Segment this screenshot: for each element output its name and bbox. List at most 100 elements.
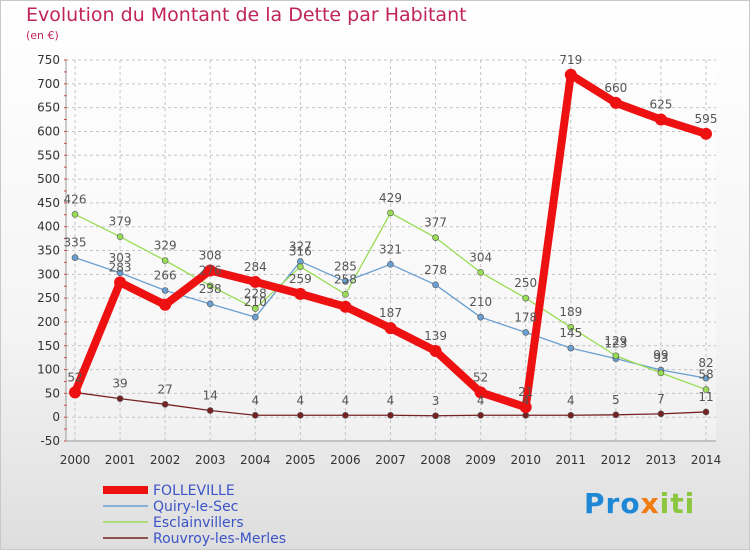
- data-point: [251, 313, 259, 321]
- data-label: 14: [203, 389, 218, 403]
- y-tick-label: 550: [37, 148, 60, 162]
- data-point: [609, 96, 622, 109]
- data-label: 4: [522, 393, 530, 407]
- x-tick-label: 2009: [465, 453, 496, 467]
- data-point: [564, 68, 577, 81]
- y-tick-label: 600: [37, 124, 60, 138]
- x-tick-label: 2004: [240, 453, 271, 467]
- data-label: 238: [199, 282, 222, 296]
- data-point: [700, 127, 712, 140]
- data-label: 187: [379, 306, 402, 320]
- data-label: 379: [109, 215, 132, 229]
- data-label: 129: [604, 334, 627, 348]
- chart-title: Evolution du Montant de la Dette par Hab…: [26, 4, 467, 26]
- x-tick-label: 2006: [330, 453, 361, 467]
- data-point: [339, 300, 352, 313]
- data-label: 719: [559, 53, 582, 67]
- data-label: 595: [695, 112, 718, 126]
- data-label: 123: [604, 337, 627, 351]
- x-tick-label: 2011: [556, 453, 587, 467]
- data-point: [342, 278, 349, 285]
- data-label: 210: [244, 295, 267, 309]
- data-point: [654, 113, 667, 126]
- x-tick-label: 2001: [105, 453, 136, 467]
- data-label: 321: [379, 242, 402, 256]
- x-tick-label: 2012: [601, 453, 632, 467]
- data-point: [71, 211, 79, 218]
- y-tick-label: 400: [37, 220, 60, 234]
- x-tick-label: 2002: [150, 453, 181, 467]
- y-tick-label: 200: [37, 315, 60, 329]
- data-label: 210: [469, 295, 492, 309]
- data-label: 303: [109, 251, 132, 265]
- data-point: [161, 401, 169, 408]
- data-label: 625: [649, 98, 672, 112]
- data-point: [251, 411, 259, 419]
- y-tick-label: 750: [37, 53, 60, 67]
- data-point: [567, 411, 575, 419]
- chart-subtitle: (en €): [26, 29, 59, 42]
- data-label: 329: [154, 239, 177, 253]
- data-point: [206, 407, 214, 414]
- x-tick-label: 2013: [646, 453, 677, 467]
- data-label: 316: [289, 245, 312, 259]
- data-label: 4: [297, 393, 305, 407]
- data-point: [206, 282, 214, 290]
- data-label: 27: [158, 382, 173, 396]
- data-point: [702, 408, 710, 416]
- legend-label: Quiry-le-Sec: [153, 499, 238, 515]
- y-tick-label: 450: [37, 196, 60, 210]
- data-label: 266: [154, 269, 177, 283]
- x-tick-label: 2003: [195, 453, 226, 467]
- data-label: 276: [199, 264, 222, 278]
- y-tick-label: 0: [52, 410, 60, 424]
- y-tick-label: 700: [37, 77, 60, 91]
- data-label: 39: [112, 377, 127, 391]
- data-label: 4: [387, 393, 395, 407]
- data-label: 11: [698, 390, 713, 404]
- data-point: [249, 275, 262, 288]
- data-label: 660: [604, 81, 627, 95]
- data-point: [384, 322, 397, 335]
- data-point: [161, 287, 169, 294]
- x-tick-label: 2010: [510, 453, 541, 467]
- data-label: 285: [334, 259, 357, 273]
- data-point: [432, 281, 439, 289]
- x-tick-label: 2007: [375, 453, 406, 467]
- logo-part-3: iti: [659, 487, 696, 520]
- data-label: 189: [559, 305, 582, 319]
- data-point: [522, 294, 530, 302]
- x-tick-label: 2005: [285, 453, 316, 467]
- data-label: 304: [469, 250, 492, 264]
- data-label: 52: [473, 370, 488, 384]
- data-point: [297, 411, 304, 419]
- data-label: 327: [289, 239, 312, 253]
- y-tick-label: 250: [37, 291, 60, 305]
- data-point: [206, 300, 214, 308]
- data-point: [519, 401, 532, 414]
- data-point: [116, 233, 124, 240]
- data-label: 5: [612, 393, 620, 407]
- x-tick-label: 2000: [60, 453, 91, 467]
- data-point: [477, 411, 484, 419]
- data-point: [114, 276, 127, 289]
- data-point: [387, 261, 394, 268]
- data-point: [204, 264, 217, 277]
- data-point: [477, 313, 484, 321]
- data-label: 250: [514, 276, 537, 290]
- legend-label: FOLLEVILLE: [153, 483, 235, 499]
- data-point: [702, 386, 710, 393]
- data-point: [657, 369, 665, 377]
- y-tick-label: 100: [37, 363, 60, 377]
- data-point: [432, 234, 439, 241]
- data-point: [657, 410, 665, 418]
- data-label: 7: [657, 392, 665, 406]
- data-label: 4: [342, 393, 350, 407]
- data-point: [702, 374, 710, 382]
- x-tick-label: 2014: [691, 453, 722, 467]
- data-point: [116, 269, 124, 277]
- data-point: [387, 411, 394, 419]
- data-label: 4: [251, 393, 259, 407]
- data-label: 258: [334, 272, 357, 286]
